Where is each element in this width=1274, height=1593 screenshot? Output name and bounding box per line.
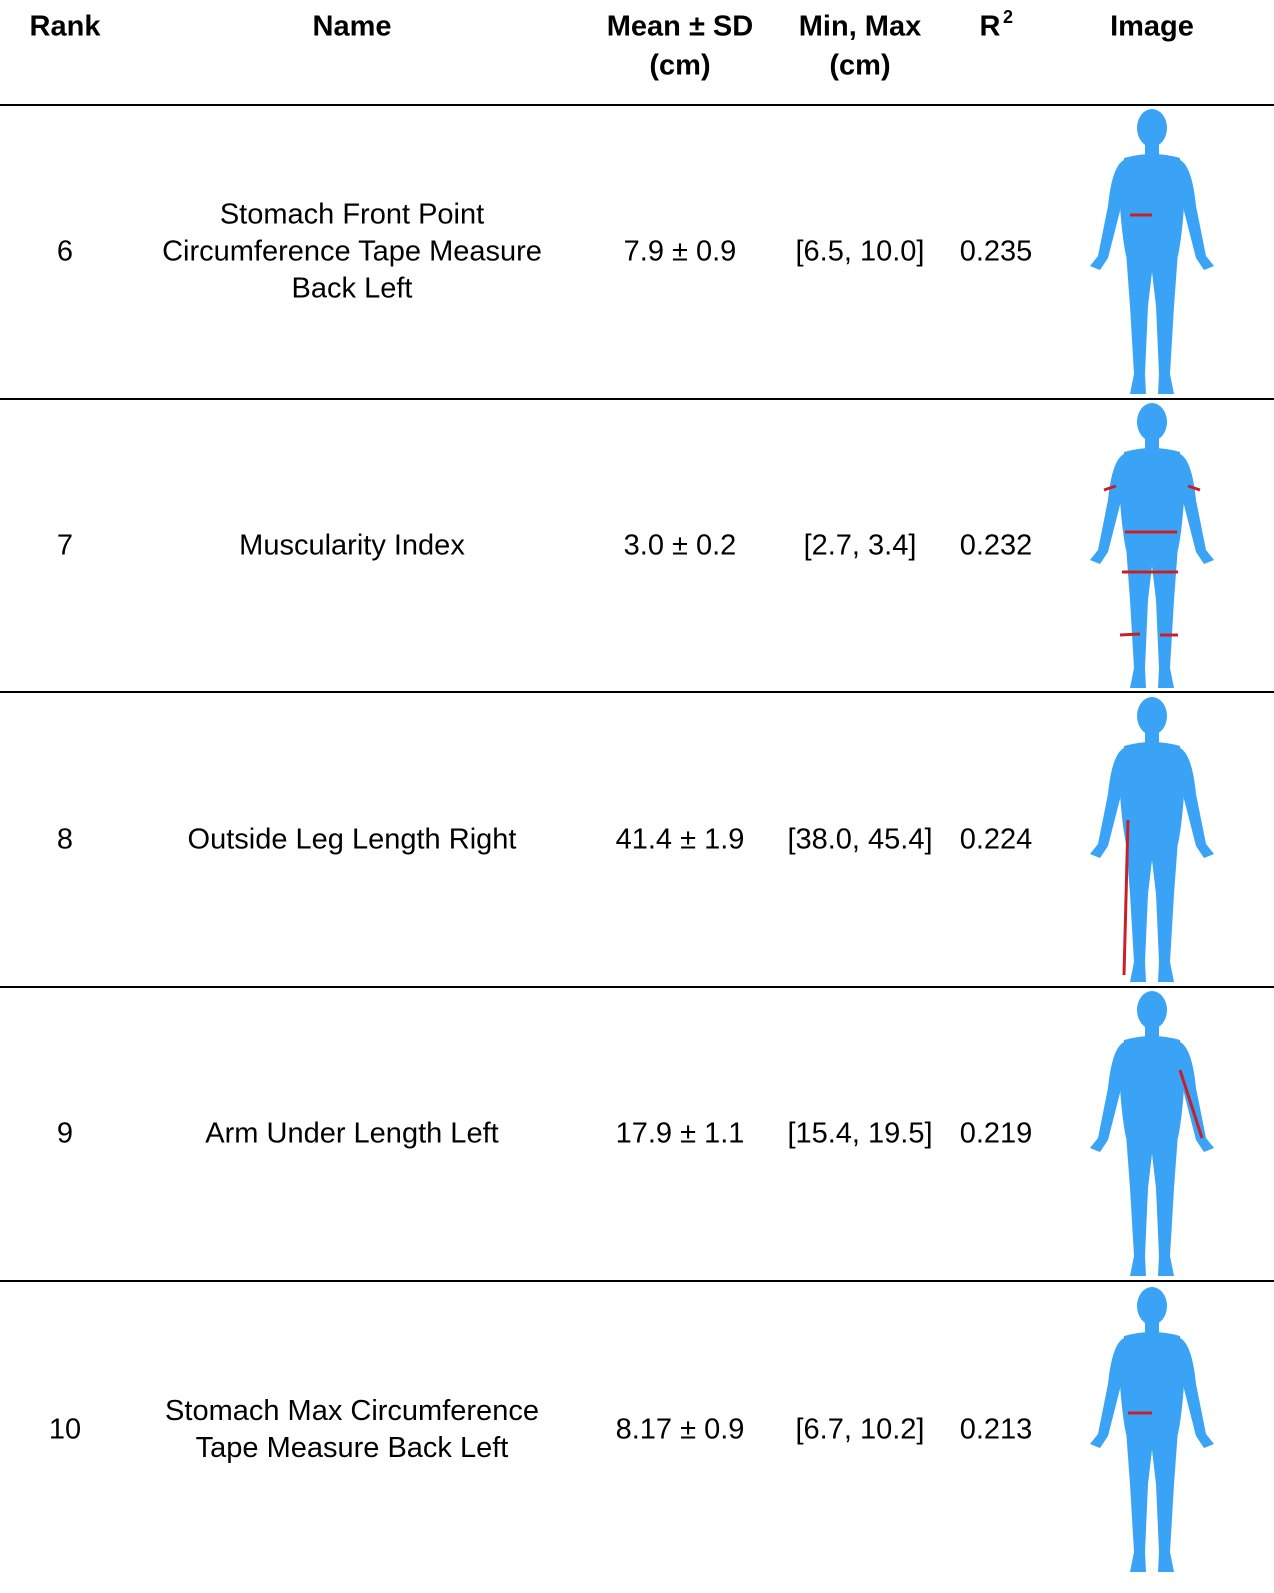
min-max-cell: [6.7, 10.2] bbox=[796, 1414, 925, 1446]
min-max-cell: [15.4, 19.5] bbox=[787, 1118, 932, 1150]
r2-cell: 0.224 bbox=[960, 824, 1033, 856]
min-max-cell: [38.0, 45.4] bbox=[787, 824, 932, 856]
mean-sd-cell: 41.4 ± 1.9 bbox=[616, 824, 745, 856]
rank-cell: 8 bbox=[57, 824, 73, 856]
header-cell: Min, Max bbox=[799, 11, 921, 43]
mean-sd-cell: 17.9 ± 1.1 bbox=[616, 1118, 745, 1150]
name-cell: Arm Under Length Left bbox=[205, 1118, 498, 1150]
rank-cell: 10 bbox=[49, 1414, 81, 1446]
body-figure bbox=[1090, 697, 1214, 982]
rank-cell: 6 bbox=[57, 236, 73, 268]
name-cell: Outside Leg Length Right bbox=[188, 824, 517, 856]
header-cell: Mean ± SD bbox=[607, 11, 753, 43]
header-cell: (cm) bbox=[829, 50, 890, 82]
name-cell: Circumference Tape Measure bbox=[162, 236, 542, 268]
mean-sd-cell: 8.17 ± 0.9 bbox=[616, 1414, 745, 1446]
body-figure bbox=[1090, 1287, 1214, 1572]
min-max-cell: [6.5, 10.0] bbox=[796, 236, 925, 268]
name-cell: Tape Measure Back Left bbox=[196, 1432, 509, 1464]
name-cell: Back Left bbox=[292, 273, 413, 305]
row-rules bbox=[0, 398, 1274, 1282]
body-figure bbox=[1090, 991, 1214, 1276]
header-cell: Image bbox=[1110, 11, 1194, 43]
r2-cell: 0.219 bbox=[960, 1118, 1033, 1150]
name-cell: Stomach Front Point bbox=[220, 199, 484, 231]
header-cell: Name bbox=[313, 11, 392, 43]
r2-cell: 0.232 bbox=[960, 530, 1033, 562]
rank-cell: 9 bbox=[57, 1118, 73, 1150]
body-figure bbox=[1090, 403, 1214, 688]
r2-cell: 0.235 bbox=[960, 236, 1033, 268]
header-cell: R bbox=[980, 11, 1001, 43]
min-max-cell: [2.7, 3.4] bbox=[804, 530, 917, 562]
name-cell: Muscularity Index bbox=[239, 530, 465, 562]
header-superscript: 2 bbox=[1003, 7, 1013, 27]
header-cell: Rank bbox=[30, 11, 102, 43]
header-cell: (cm) bbox=[649, 50, 710, 82]
body-figure bbox=[1090, 109, 1214, 394]
rank-cell: 7 bbox=[57, 530, 73, 562]
name-cell: Stomach Max Circumference bbox=[165, 1395, 539, 1427]
mean-sd-cell: 7.9 ± 0.9 bbox=[624, 236, 737, 268]
mean-sd-cell: 3.0 ± 0.2 bbox=[624, 530, 737, 562]
r2-cell: 0.213 bbox=[960, 1414, 1033, 1446]
